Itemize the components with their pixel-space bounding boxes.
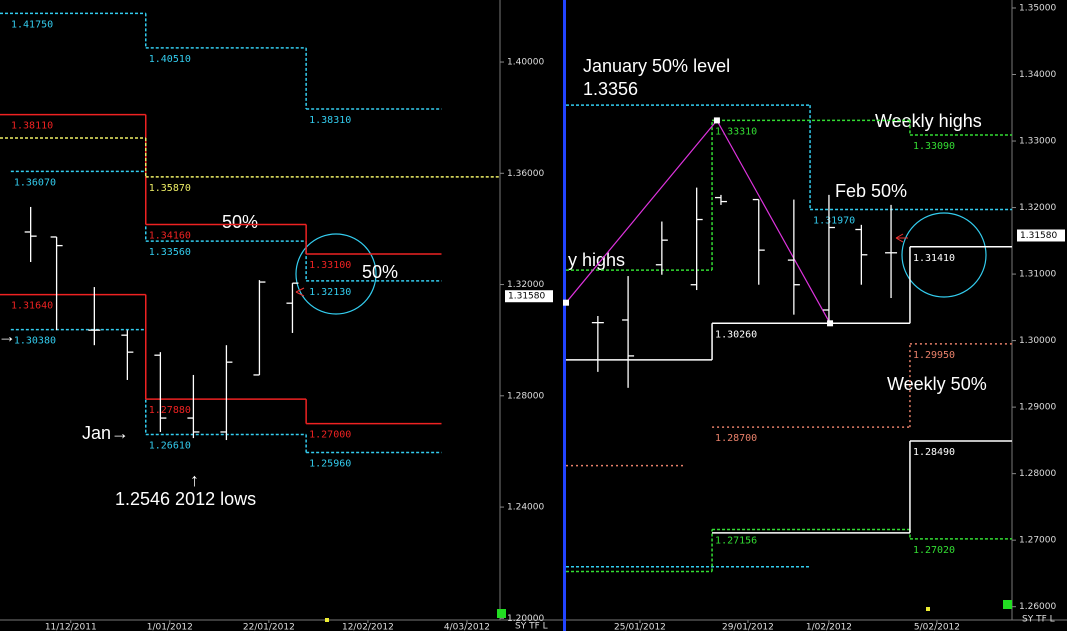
x-tick-label: 22/01/2012 [243,623,295,631]
arrow [295,287,305,297]
x-tick-label: 29/01/2012 [722,623,774,631]
level-label: 1.33090 [913,141,955,152]
level-label: 1.27156 [715,536,757,547]
x-tick-label: 25/01/2012 [614,623,666,631]
toolbar: SY TF L [515,622,548,631]
level-label: 1.38310 [309,115,351,126]
y-tick-label: 1.32000 [1019,203,1056,213]
x-tick-label: 12/02/2012 [342,623,394,631]
status-square [1003,600,1012,609]
annotation: Weekly highs [875,111,982,131]
annotation: Weekly 50% [887,374,987,394]
level-label: 1.28700 [715,433,757,444]
level-label: 1.27020 [913,545,955,556]
panel-separator [563,0,566,631]
level-label: 1.33310 [715,126,757,137]
level-label: 1.38110 [11,121,53,132]
x-tick-label: 11/12/2011 [45,623,97,631]
annotation: Jan→ [82,423,129,443]
y-tick-label: 1.26000 [1019,602,1056,612]
level-label: 1.36070 [14,177,56,188]
level-label: 1.40510 [149,54,191,65]
status-square [497,609,506,618]
last-price-label: 1.31580 [1020,231,1057,241]
x-tick-label: 1/02/2012 [806,623,852,631]
annotation: 1.2546 2012 lows [115,489,256,509]
y-tick-label: 1.32000 [507,280,544,290]
y-tick-label: 1.30000 [1019,336,1056,346]
level-label: 1.26610 [149,440,191,451]
pivot-marker [713,117,720,124]
level-label: 1.35870 [149,183,191,194]
y-tick-label: 1.28000 [507,391,544,401]
level-label: 1.27880 [149,405,191,416]
x-tick-label: 1/01/2012 [147,623,193,631]
time-marker [325,618,329,622]
highlight-circle [295,233,377,315]
x-tick-label: 5/02/2012 [914,623,960,631]
last-price-box [505,290,553,303]
level-label: 1.41750 [11,19,53,30]
level-label: 1.30260 [715,329,757,340]
last-price-label: 1.31580 [508,292,545,302]
y-tick-label: 1.29000 [1019,403,1056,413]
annotation: 50% [362,262,398,282]
level-label: 1.34160 [149,230,191,241]
level-label: 1.30380 [14,336,56,347]
y-tick-label: 1.36000 [507,169,544,179]
last-price-box [1017,229,1065,242]
y-tick-label: 1.35000 [1019,3,1056,13]
annotation: ↑ [190,470,199,490]
y-tick-label: 1.31000 [1019,270,1056,280]
level-label: 1.28490 [913,447,955,458]
level-label: 1.31970 [813,216,855,227]
y-tick-label: 1.28000 [1019,469,1056,479]
annotation: 1.3356 [583,79,638,99]
annotation: 50% [222,212,258,232]
annotation: January 50% level [583,56,730,76]
y-tick-label: 1.40000 [507,58,544,68]
level-label: 1.27000 [309,430,351,441]
level-label: 1.31640 [11,301,53,312]
y-tick-label: 1.27000 [1019,536,1056,546]
y-tick-label: 1.33000 [1019,137,1056,147]
y-tick-label: 1.24000 [507,503,544,513]
level-label: 1.32130 [309,287,351,298]
annotation: Feb 50% [835,181,907,201]
x-tick-label: 4/03/2012 [444,623,490,631]
level-label: 1.33100 [309,260,351,271]
arrow [895,233,908,243]
time-marker [926,607,930,611]
y-tick-label: 1.34000 [1019,70,1056,80]
level-label: 1.31410 [913,253,955,264]
annotation: y highs [568,250,625,270]
toolbar: SY TF L [1022,615,1055,625]
level-label: 1.29950 [913,350,955,361]
pivot-marker [563,299,569,306]
highlight-circle [901,212,987,298]
level-label: 1.25960 [309,459,351,470]
annotation: → [0,326,16,346]
y-tick-label: 1.20000 [507,614,544,624]
level-label: 1.33560 [149,247,191,258]
pivot-marker [827,320,834,327]
